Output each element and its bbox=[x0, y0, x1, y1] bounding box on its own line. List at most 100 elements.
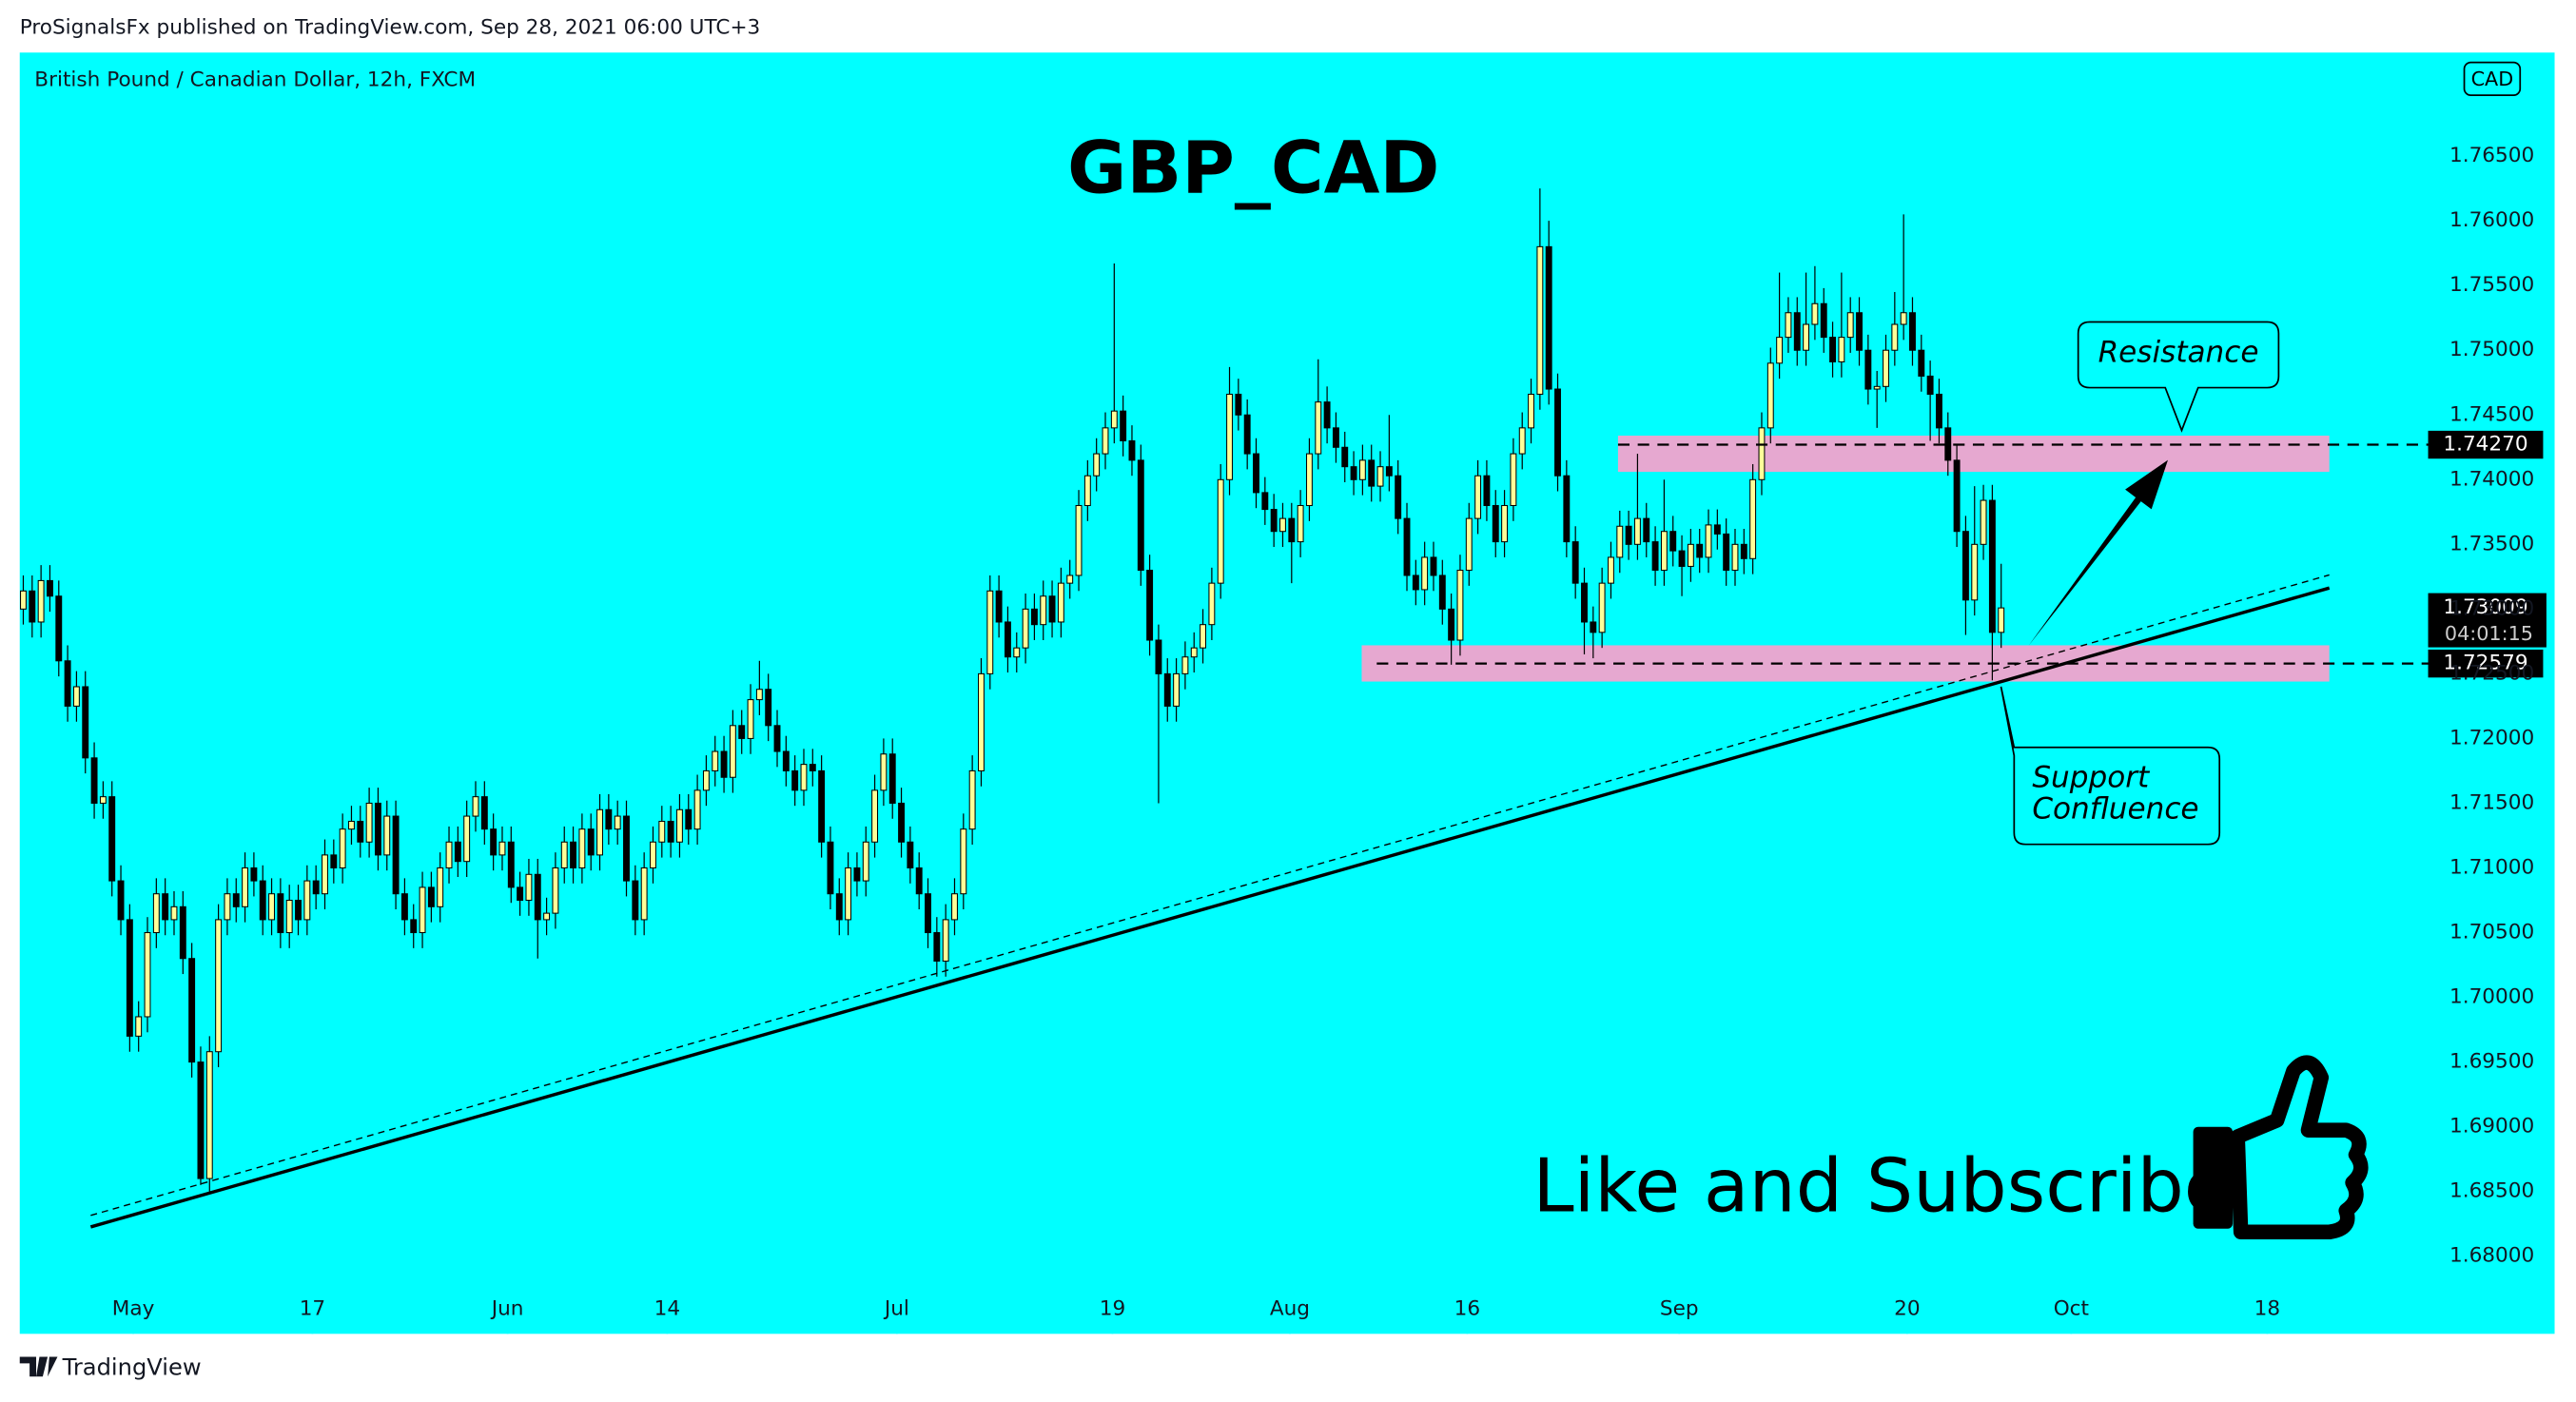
candle-body bbox=[1856, 312, 1863, 351]
candle-body bbox=[1004, 621, 1011, 658]
candle-body bbox=[1128, 439, 1136, 461]
candle-body bbox=[37, 579, 45, 623]
candle-body bbox=[1305, 453, 1313, 507]
candle-body bbox=[1102, 427, 1109, 455]
candle-body bbox=[1083, 475, 1091, 507]
candle-body bbox=[1093, 453, 1101, 477]
candle-body bbox=[410, 919, 418, 934]
candle-body bbox=[1651, 541, 1659, 572]
candle-body bbox=[773, 725, 781, 752]
price-zone bbox=[1617, 436, 2330, 473]
x-tick-label: 16 bbox=[1454, 1296, 1480, 1320]
candle-body bbox=[818, 769, 826, 843]
candle-body bbox=[888, 753, 896, 804]
candle-body bbox=[374, 802, 381, 856]
candle-body bbox=[942, 919, 949, 962]
candle-body bbox=[898, 802, 906, 843]
candle-body bbox=[587, 828, 595, 856]
candle-body bbox=[915, 867, 923, 895]
callout-text: Resistance bbox=[2098, 335, 2259, 369]
candle-body bbox=[1660, 531, 1668, 572]
candle-body bbox=[242, 867, 249, 907]
candle-body bbox=[1048, 595, 1056, 623]
candle-body bbox=[507, 841, 515, 888]
candle-body bbox=[46, 579, 53, 597]
candle-body bbox=[55, 595, 63, 662]
candle-body bbox=[1829, 337, 1837, 362]
y-tick-label: 1.76000 bbox=[2449, 208, 2534, 232]
candle-body bbox=[1120, 410, 1127, 441]
candle-body bbox=[951, 893, 958, 921]
candle-body bbox=[1501, 504, 1509, 543]
candle-body bbox=[1669, 531, 1677, 552]
candle-body bbox=[1438, 574, 1446, 610]
y-tick-label: 1.70000 bbox=[2449, 985, 2534, 1009]
candle-body bbox=[1678, 550, 1686, 567]
candle-body bbox=[525, 873, 533, 902]
candle-body bbox=[1270, 509, 1278, 533]
candle-body bbox=[1971, 543, 1979, 601]
y-tick-label: 1.72000 bbox=[2449, 726, 2534, 750]
candle-body bbox=[543, 912, 551, 921]
x-tick-label: 19 bbox=[1100, 1296, 1125, 1320]
icon-cuff bbox=[2193, 1126, 2234, 1229]
countdown-label: 04:01:15 bbox=[2445, 622, 2533, 645]
resistance-callout: Resistance bbox=[2077, 321, 2280, 433]
candle-body bbox=[871, 789, 879, 843]
candle-body bbox=[1883, 349, 1889, 387]
symbol-info: British Pound / Canadian Dollar, 12h, FX… bbox=[34, 68, 476, 92]
candle-body bbox=[365, 802, 373, 843]
candle-body bbox=[809, 764, 816, 771]
candle-body bbox=[667, 820, 674, 843]
candle-body bbox=[1696, 543, 1704, 558]
publish-header: ProSignalsFx published on TradingView.co… bbox=[20, 15, 761, 39]
candle-body bbox=[1421, 556, 1429, 591]
candle-body bbox=[285, 899, 293, 934]
level-label-box bbox=[2428, 430, 2544, 459]
y-tick-label: 1.73500 bbox=[2449, 532, 2534, 555]
candle-body bbox=[1022, 608, 1029, 649]
y-tick-label: 1.69500 bbox=[2449, 1050, 2534, 1074]
candle-body bbox=[152, 893, 160, 934]
candle-body bbox=[144, 932, 151, 1018]
candle-body bbox=[1173, 672, 1181, 707]
candle-body bbox=[1395, 475, 1402, 519]
candle-body bbox=[1918, 349, 1925, 377]
candle-body bbox=[1891, 323, 1899, 351]
candle-body bbox=[1900, 312, 1907, 325]
candle-body bbox=[1110, 410, 1118, 429]
candle-body bbox=[1385, 466, 1393, 477]
candle-body bbox=[1758, 427, 1766, 480]
candle-body bbox=[1643, 517, 1650, 543]
candle-body bbox=[517, 886, 524, 902]
candle-body bbox=[1518, 427, 1526, 455]
candle-body bbox=[755, 689, 763, 701]
candle-body bbox=[640, 867, 648, 921]
candle-body bbox=[747, 699, 754, 739]
candle-body bbox=[1261, 492, 1269, 511]
x-tick-label: May bbox=[112, 1296, 155, 1320]
candle-body bbox=[1146, 570, 1154, 641]
y-tick-label: 1.69000 bbox=[2449, 1115, 2534, 1139]
icon-thumb bbox=[2230, 1055, 2369, 1240]
candle-body bbox=[968, 769, 976, 830]
candle-body bbox=[268, 893, 276, 921]
candle-body bbox=[1403, 517, 1411, 576]
candle-body bbox=[232, 893, 240, 907]
y-tick-label: 1.76500 bbox=[2449, 144, 2534, 167]
candle-body bbox=[1616, 525, 1624, 558]
candle-body bbox=[702, 769, 710, 791]
candle-body bbox=[1190, 647, 1198, 658]
candle-body bbox=[623, 815, 630, 882]
candle-body bbox=[1358, 459, 1366, 480]
candle-body bbox=[1412, 574, 1419, 591]
candle-body bbox=[827, 841, 834, 895]
x-tick-label: 18 bbox=[2254, 1296, 2280, 1320]
candle-body bbox=[1846, 312, 1854, 339]
candle-body bbox=[1590, 621, 1597, 633]
y-tick-label: 1.71500 bbox=[2449, 790, 2534, 814]
x-tick-label: Aug bbox=[1270, 1296, 1310, 1320]
candle-body bbox=[1057, 582, 1064, 623]
candle-body bbox=[1253, 453, 1259, 494]
candle-body bbox=[1217, 478, 1224, 584]
